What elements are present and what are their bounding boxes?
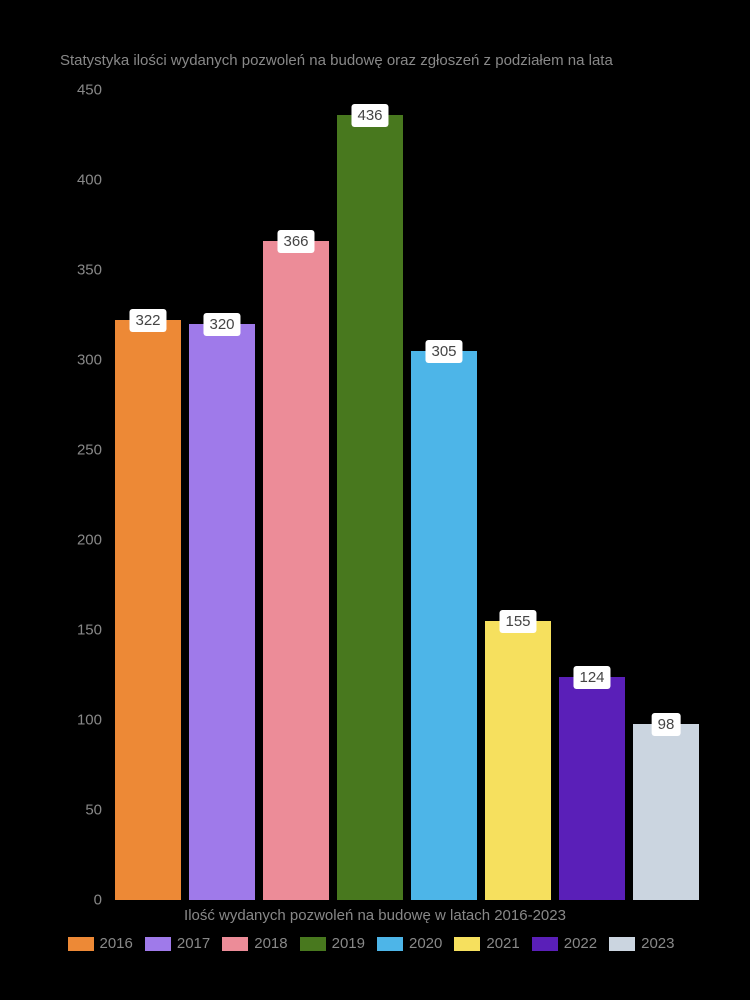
y-tick: 350	[77, 262, 102, 279]
legend-swatch	[222, 937, 248, 951]
y-tick: 450	[77, 82, 102, 99]
legend-label: 2020	[409, 935, 442, 952]
bar	[411, 351, 477, 900]
y-axis: 050100150200250300350400450	[60, 90, 110, 900]
y-tick: 100	[77, 712, 102, 729]
bar	[337, 115, 403, 900]
bar	[633, 724, 699, 900]
data-label: 98	[652, 713, 681, 736]
legend-item: 2018	[222, 935, 295, 952]
legend-label: 2022	[564, 935, 597, 952]
legend-swatch	[68, 937, 94, 951]
data-label: 322	[129, 309, 166, 332]
bar	[559, 677, 625, 900]
bar	[263, 241, 329, 900]
legend-item: 2020	[377, 935, 450, 952]
legend-swatch	[532, 937, 558, 951]
legend-swatch	[377, 937, 403, 951]
legend-swatch	[454, 937, 480, 951]
y-tick: 300	[77, 352, 102, 369]
data-label: 366	[277, 230, 314, 253]
data-label: 124	[573, 666, 610, 689]
legend-swatch	[300, 937, 326, 951]
plot-area: 322 320 366 436 305 155 124 98	[115, 90, 705, 900]
legend-label: 2018	[254, 935, 287, 952]
legend-item: 2022	[532, 935, 605, 952]
data-label: 155	[499, 610, 536, 633]
y-tick: 0	[94, 892, 102, 909]
legend-label: 2016	[100, 935, 133, 952]
legend-item: 2021	[454, 935, 527, 952]
legend-label: 2021	[486, 935, 519, 952]
x-axis-label: Ilość wydanych pozwoleń na budowę w lata…	[0, 907, 750, 924]
data-label: 320	[203, 313, 240, 336]
legend-label: 2023	[641, 935, 674, 952]
bar	[485, 621, 551, 900]
legend-label: 2019	[332, 935, 365, 952]
legend-item: 2019	[300, 935, 373, 952]
y-tick: 400	[77, 172, 102, 189]
legend-swatch	[145, 937, 171, 951]
chart-container: Statystyka ilości wydanych pozwoleń na b…	[0, 0, 750, 1000]
legend-item: 2023	[609, 935, 682, 952]
legend-item: 2017	[145, 935, 218, 952]
legend: 2016 2017 2018 2019 2020 2021 2022 2023	[0, 935, 750, 952]
bar	[115, 320, 181, 900]
y-tick: 200	[77, 532, 102, 549]
y-tick: 50	[85, 802, 102, 819]
bar	[189, 324, 255, 900]
data-label: 305	[425, 340, 462, 363]
legend-item: 2016	[68, 935, 141, 952]
y-tick: 250	[77, 442, 102, 459]
legend-label: 2017	[177, 935, 210, 952]
legend-swatch	[609, 937, 635, 951]
data-label: 436	[351, 104, 388, 127]
chart-title: Statystyka ilości wydanych pozwoleń na b…	[60, 52, 613, 69]
y-tick: 150	[77, 622, 102, 639]
